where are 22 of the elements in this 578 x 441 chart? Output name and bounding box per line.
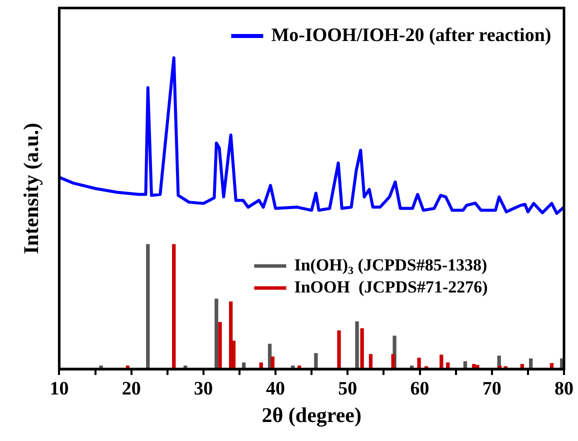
x-tick-label: 80 <box>554 378 574 400</box>
x-tick-label: 50 <box>338 378 358 400</box>
x-tick-label: 10 <box>50 378 69 400</box>
legend-label: Mo-IOOH/IOH-20 (after reaction) <box>271 24 552 46</box>
x-tick-label: 30 <box>194 378 213 400</box>
bar <box>417 358 421 369</box>
bar <box>440 354 444 369</box>
bar <box>355 321 359 369</box>
bar <box>218 322 222 369</box>
x-tick-label: 60 <box>410 378 430 400</box>
bar <box>337 330 341 369</box>
x-tick-label: 40 <box>266 378 286 400</box>
x-tick-label: 20 <box>122 378 141 400</box>
bar <box>314 353 318 369</box>
legend-label: InOOH (JCPDS#71-2276) <box>294 277 488 296</box>
x-axis-title: 2θ (degree) <box>262 402 362 427</box>
bar <box>214 298 218 369</box>
bar <box>146 244 150 369</box>
bar <box>360 328 364 369</box>
bar <box>172 244 176 369</box>
y-axis-title: Intensity (a.u.) <box>19 122 44 254</box>
x-tick-label: 70 <box>482 378 502 400</box>
